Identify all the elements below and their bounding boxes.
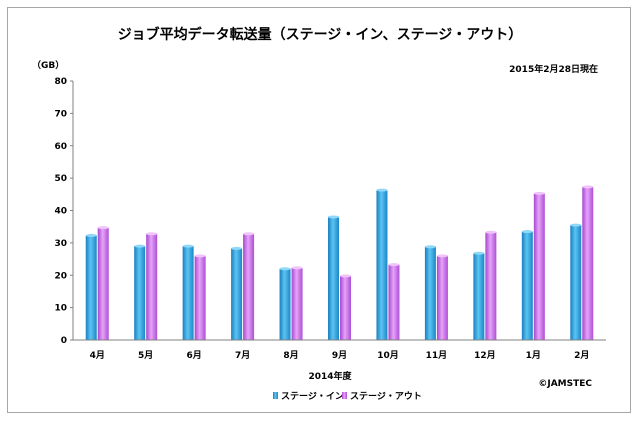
x-tick-label: 12月 bbox=[474, 350, 496, 361]
x-tick-label: 10月 bbox=[377, 350, 399, 361]
legend-swatch-stage-in bbox=[273, 392, 278, 399]
bar-stage-in bbox=[521, 231, 533, 340]
legend: ステージ・イン ステージ・アウト bbox=[273, 391, 422, 402]
bar-cap bbox=[146, 232, 158, 236]
bar-stage-out bbox=[533, 193, 545, 340]
bar-stage-in bbox=[134, 246, 146, 340]
bar-stage-out bbox=[146, 233, 158, 340]
x-tick-label: 9月 bbox=[332, 350, 347, 361]
bar-cap bbox=[388, 263, 400, 267]
x-tick-label: 4月 bbox=[90, 350, 105, 361]
x-axis-ticks: 4月 5月 6月 7月 8月 9月 10月 11月 12月 1月 2月 bbox=[90, 350, 590, 361]
bar-cap bbox=[521, 230, 533, 234]
bar-cap bbox=[582, 185, 594, 189]
x-axis-title: 2014年度 bbox=[308, 370, 352, 382]
bar-stage-in bbox=[182, 246, 194, 340]
legend-swatch-stage-out bbox=[342, 392, 347, 399]
bar-cap bbox=[485, 230, 497, 234]
bar-stage-in bbox=[328, 216, 339, 340]
credit-label: ©JAMSTEC bbox=[538, 379, 592, 389]
bar-cap bbox=[533, 191, 545, 195]
bar-cap bbox=[279, 267, 291, 271]
bar-stage-in bbox=[85, 235, 97, 340]
bar-stage-out bbox=[582, 186, 594, 340]
x-tick-label: 7月 bbox=[235, 350, 250, 361]
bar-stage-in bbox=[376, 190, 388, 340]
bar-cap bbox=[376, 188, 388, 192]
bar-cap bbox=[340, 274, 351, 278]
bar-cap bbox=[436, 254, 448, 258]
x-tick-label: 11月 bbox=[426, 350, 448, 361]
bar-stage-out bbox=[194, 255, 206, 340]
bar-stage-in bbox=[279, 268, 291, 340]
y-axis-unit: （GB） bbox=[32, 60, 64, 71]
bar-cap bbox=[473, 251, 485, 255]
bar-cap bbox=[85, 233, 97, 237]
bar-stage-out bbox=[485, 232, 497, 340]
bar-chart: ジョブ平均データ転送量（ステージ・イン、ステージ・アウト） 2015年2月28日… bbox=[32, 26, 606, 402]
y-tick-label: 70 bbox=[54, 109, 67, 119]
x-tick-label: 2月 bbox=[574, 350, 589, 361]
legend-label-stage-in: ステージ・イン bbox=[281, 391, 344, 402]
bar-cap bbox=[182, 244, 194, 248]
legend-label-stage-out: ステージ・アウト bbox=[350, 391, 422, 402]
bar-stage-out bbox=[243, 233, 255, 340]
chart-title: ジョブ平均データ転送量（ステージ・イン、ステージ・アウト） bbox=[118, 26, 523, 43]
x-tick-label: 8月 bbox=[283, 350, 298, 361]
bar-cap bbox=[570, 223, 582, 227]
bar-cap bbox=[231, 246, 243, 250]
bar-stage-in bbox=[424, 246, 436, 340]
y-tick-label: 20 bbox=[54, 271, 67, 281]
bar-stage-out bbox=[436, 255, 448, 340]
bar-cap bbox=[97, 226, 109, 230]
x-tick-label: 5月 bbox=[138, 350, 153, 361]
y-tick-label: 10 bbox=[54, 304, 67, 314]
bar-cap bbox=[328, 215, 339, 219]
y-tick-label: 50 bbox=[54, 174, 67, 184]
y-tick-label: 60 bbox=[54, 142, 67, 152]
bars bbox=[85, 185, 594, 340]
y-tick-label: 80 bbox=[54, 77, 67, 87]
bar-cap bbox=[194, 254, 206, 258]
x-tick-label: 6月 bbox=[187, 350, 202, 361]
bar-stage-out bbox=[97, 227, 109, 340]
date-note: 2015年2月28日現在 bbox=[509, 63, 598, 75]
bar-cap bbox=[243, 232, 255, 236]
bar-cap bbox=[134, 244, 146, 248]
y-tick-label: 40 bbox=[54, 207, 67, 217]
y-tick-label: 30 bbox=[54, 239, 67, 249]
bar-stage-out bbox=[340, 275, 351, 340]
bar-stage-in bbox=[231, 248, 243, 340]
bar-stage-out bbox=[291, 267, 303, 340]
bar-stage-out bbox=[388, 264, 400, 340]
bar-stage-in bbox=[473, 253, 485, 340]
chart-frame: ジョブ平均データ転送量（ステージ・イン、ステージ・アウト） 2015年2月28日… bbox=[7, 7, 631, 413]
bar-cap bbox=[424, 245, 436, 249]
bar-stage-in bbox=[570, 225, 582, 340]
y-axis-ticks: 0 10 20 30 40 50 60 70 80 bbox=[54, 77, 73, 346]
bar-cap bbox=[291, 266, 303, 270]
y-tick-label: 0 bbox=[61, 336, 67, 346]
x-tick-label: 1月 bbox=[526, 350, 541, 361]
